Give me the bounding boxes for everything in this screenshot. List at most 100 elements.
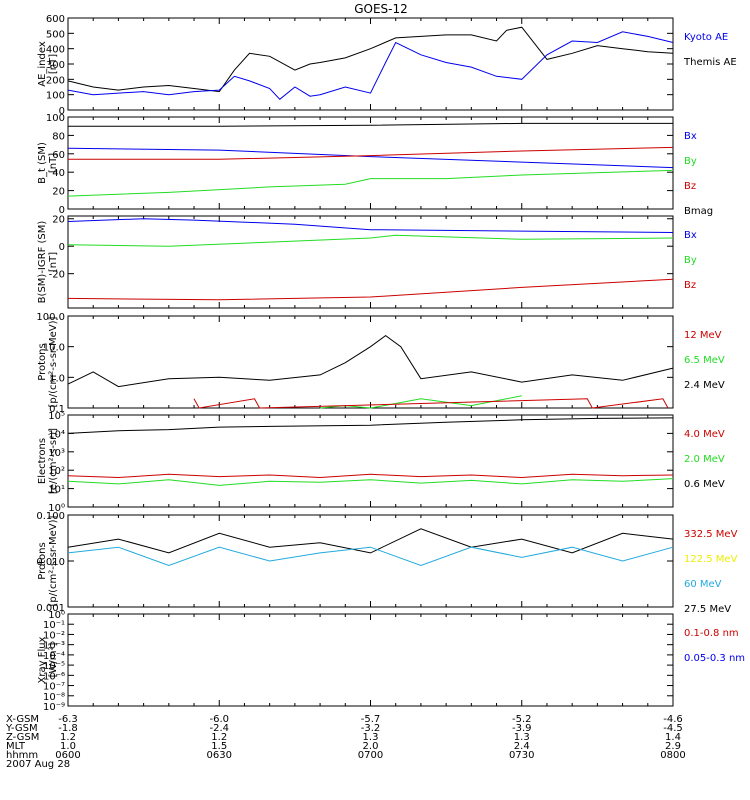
y-tick-label: 1.0 [49,373,65,384]
panel-4: 0.1 1.0 10.0 100.0 Protons [p/(cm²-s-sr-MeV)]… [36,312,725,415]
panel-1: 0 100 200 300 400 500 600 AE_index [nT] Kyoto AE T… [37,14,737,117]
legend-entry: Bx [684,230,697,241]
y-tick-label: 10⁰ [48,503,65,514]
series-line-4-0-mev [67,473,674,479]
y-axis-label: [p/(cm²-s-sr-MeV)] [48,316,59,407]
legend-entry: Kyoto AE [684,32,728,43]
legend-entry: 27.5 MeV [684,604,731,615]
x-axis-tick-value: 0800 [660,750,685,761]
y-axis-label: Xray Flux [37,636,48,683]
x-axis-row-label: Z-GSM [6,732,39,743]
legend-entry: Bx [684,131,697,142]
y-axis-label: [p/(cm²-s-sr-MeV)] [48,515,59,606]
x-axis-tick-value: -6.0 [209,714,229,725]
y-tick-label: 10⁴ [48,429,65,440]
y-tick-label: 10.0 [43,343,65,354]
y-axis-label: Protons [37,343,48,380]
x-axis-tick-value: -4.5 [663,723,683,734]
y-tick-label: 400 [46,45,65,56]
y-axis-label: [nT] [48,54,59,74]
panel-3: -20 0 20 B(SM)-IGRF (SM) [nT] Bx By Bz [37,215,697,309]
legend-entry: Bz [684,181,696,192]
x-axis-tick-value: -5.2 [512,714,532,725]
legend-entry: By [684,255,697,266]
y-tick-label: 60 [52,150,65,161]
legend-entry: 60 MeV [684,579,722,590]
x-axis-tick-value: 1.5 [211,741,227,752]
y-tick-label: 0 [59,205,65,216]
y-tick-label: 300 [46,60,65,71]
y-tick-label: 10⁻³ [43,641,65,652]
y-tick-label: 10⁻⁷ [43,682,65,693]
y-tick-label: 0 [59,242,65,253]
panel-frame [67,17,674,111]
series-line-2-4-mev [67,334,674,388]
legend-entry: 0.6 MeV [684,479,725,490]
series-line-27-5-mev [67,528,674,554]
x-axis-tick-value: 2.0 [363,741,379,752]
y-tick-label: 80 [52,131,65,142]
panel-6: 0.001 0.010 0.100 Protons [p/(cm²-s-sr-MeV)]… [36,511,737,615]
x-axis-tick-value: 0730 [509,750,534,761]
legend-entry: 4.0 MeV [684,429,725,440]
x-axis-tick-value: 2.9 [665,741,681,752]
y-tick-label: 500 [46,29,65,40]
y-axis-label: Electrons [37,438,48,484]
y-tick-label: 100 [46,113,65,124]
x-axis-tick-value: 0630 [207,750,232,761]
y-tick-label: 10⁻⁹ [43,702,65,713]
y-tick-label: 10⁻⁸ [43,692,65,703]
panel-frame [67,116,674,210]
panel-frame [67,414,674,508]
legend-entry: 6.5 MeV [684,355,725,366]
x-axis-row-label: 2007 Aug 28 [6,759,70,770]
y-axis-label: Protons [37,542,48,579]
y-tick-label: 10³ [48,448,65,459]
series-line-kyoto-ae [67,31,674,100]
y-axis-label: [nT] [48,252,59,272]
series-line-12-mev [193,398,669,409]
y-tick-label: 0.100 [36,511,65,522]
legend-entry: 122.5 MeV [684,554,738,565]
x-axis-tick-value: 0600 [55,750,80,761]
legend-entry: Themis AE [683,57,737,68]
y-tick-label: 10⁰ [48,610,65,621]
y-tick-label: 10⁻⁴ [43,651,65,662]
y-axis-label: B_t (SM) [37,142,48,184]
x-axis-tick-value: 1.0 [60,741,76,752]
x-axis-tick-value: -3.2 [361,723,381,734]
series-line-bz [68,146,674,160]
legend-entry: 0.05-0.3 nm [684,653,745,664]
x-axis-tick-value: -2.4 [209,723,229,734]
legend-entry: 332.5 MeV [684,529,738,540]
y-tick-label: 0.1 [49,404,65,415]
y-tick-label: 10² [48,466,65,477]
y-axis-label: B(SM)-IGRF (SM) [37,221,48,304]
y-tick-label: 200 [46,75,65,86]
legend-entry: 2.4 MeV [684,380,725,391]
y-tick-label: 100.0 [36,312,65,323]
y-tick-label: 10⁻⁶ [43,671,65,682]
x-axis-tick-value: 1.2 [60,732,76,743]
series-line-bx [67,218,674,233]
panel-frame [67,613,674,707]
x-axis-tick-value: 1.3 [514,732,530,743]
x-axis-tick-value: -4.6 [663,714,683,725]
y-tick-label: 40 [52,168,65,179]
panel-2: 0 20 40 60 80 100 B_t (SM) [nT] Bx By Bz Bmag [37,113,713,217]
series-line-bz [67,278,674,301]
legend-entry: Bmag [684,206,713,217]
y-tick-label: 0.001 [36,603,65,614]
panel-frame [67,315,674,409]
y-axis-label: [e/(cm²-s-sr)] [48,428,59,494]
x-axis-tick-value: -1.8 [58,723,78,734]
y-axis-label: [W/m²] [48,642,59,677]
series-line-themis-ae [67,26,674,93]
x-axis-tick-value: -5.7 [361,714,381,725]
series-line-by [67,234,674,247]
x-axis-tick-value: 1.4 [665,732,681,743]
y-tick-label: 20 [52,215,65,226]
